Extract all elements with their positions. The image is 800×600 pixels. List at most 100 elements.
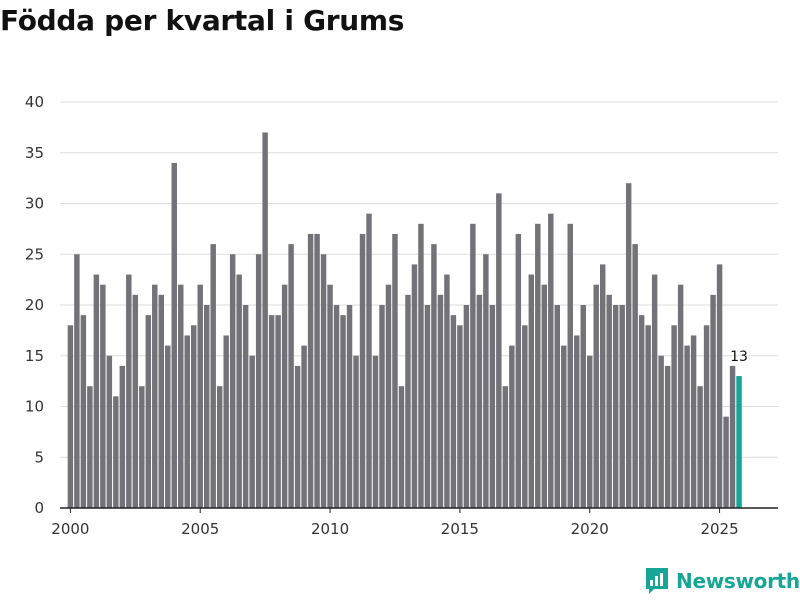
bar [171, 162, 177, 508]
bar [638, 315, 645, 508]
bar [106, 355, 113, 508]
bar [145, 315, 152, 508]
bar [152, 284, 158, 508]
bar [567, 223, 573, 509]
bar [606, 294, 612, 508]
bar [632, 244, 638, 508]
y-tick-label: 20 [25, 296, 44, 314]
bar [398, 386, 405, 508]
y-tick-label: 15 [25, 347, 44, 365]
bar [599, 264, 606, 508]
bar [385, 284, 392, 508]
bar [697, 386, 703, 508]
y-tick-label: 35 [25, 144, 44, 162]
bar [249, 355, 255, 508]
x-axis-labels: 2000 2005 2010 2015 2020 2025 [51, 508, 739, 538]
bar [242, 305, 249, 508]
chart-title: Födda per kvartal i Grums [0, 4, 405, 37]
y-tick-label: 30 [25, 195, 44, 213]
bar [671, 325, 677, 508]
bar [366, 213, 372, 508]
bar [307, 233, 314, 508]
bar [132, 294, 139, 508]
bar [690, 335, 697, 508]
bar [67, 325, 74, 508]
bar [210, 244, 216, 508]
bar [184, 335, 190, 508]
bar [729, 365, 736, 508]
bar [275, 315, 281, 508]
bar [541, 284, 548, 508]
bar [457, 325, 463, 508]
bar [340, 315, 346, 508]
bar [379, 305, 385, 508]
bar [359, 233, 366, 508]
bar [502, 386, 509, 508]
bar [554, 305, 560, 508]
bar [580, 305, 586, 508]
bar [651, 274, 658, 508]
bar [489, 305, 496, 508]
bar [716, 264, 723, 508]
bar [483, 254, 489, 508]
y-tick-label: 25 [25, 245, 44, 263]
bar [463, 305, 470, 508]
bar [327, 284, 333, 508]
bar-value-label: 13 [730, 349, 748, 365]
bar [522, 325, 528, 508]
bar [677, 284, 684, 508]
x-tick-label: 2015 [441, 520, 479, 538]
bar [405, 294, 411, 508]
y-tick-label: 40 [25, 93, 44, 111]
x-tick-label: 2025 [700, 520, 738, 538]
bar [535, 223, 541, 509]
bar [165, 345, 171, 508]
y-axis-labels: 0 5 10 15 20 25 30 35 40 [25, 93, 44, 517]
bar [93, 274, 100, 508]
bar [203, 305, 210, 508]
bar [437, 294, 444, 508]
bar [703, 325, 710, 508]
bar [100, 284, 106, 508]
bar [444, 274, 450, 508]
bar [431, 244, 437, 508]
y-tick-label: 0 [34, 499, 44, 517]
bar [236, 274, 242, 508]
bar [625, 183, 632, 508]
bar [229, 254, 236, 508]
bar [710, 294, 716, 508]
bar [476, 294, 483, 508]
bars [67, 132, 742, 509]
brand-name: Newsworthy [676, 569, 800, 593]
bar [561, 345, 567, 508]
bar [158, 294, 164, 508]
bar [314, 233, 320, 508]
x-tick-label: 2010 [311, 520, 349, 538]
x-tick-label: 2005 [181, 520, 219, 538]
bar [736, 376, 742, 508]
bar [587, 355, 593, 508]
y-tick-label: 10 [25, 398, 44, 416]
bar [619, 305, 625, 508]
bar [684, 345, 690, 508]
annotations: 13 [730, 349, 748, 365]
bar [593, 284, 599, 508]
bar [119, 365, 126, 508]
bar [664, 365, 671, 508]
bar [509, 345, 515, 508]
bar [723, 416, 729, 508]
bar [74, 254, 80, 508]
bar [496, 193, 502, 508]
bar [548, 213, 554, 508]
bar [392, 233, 398, 508]
bar [268, 315, 275, 508]
bar [353, 355, 359, 508]
bar [197, 284, 203, 508]
bar [574, 335, 580, 508]
bar [372, 355, 379, 508]
bar [223, 335, 229, 508]
bar [281, 284, 288, 508]
bar [294, 365, 301, 508]
bar [113, 396, 119, 508]
